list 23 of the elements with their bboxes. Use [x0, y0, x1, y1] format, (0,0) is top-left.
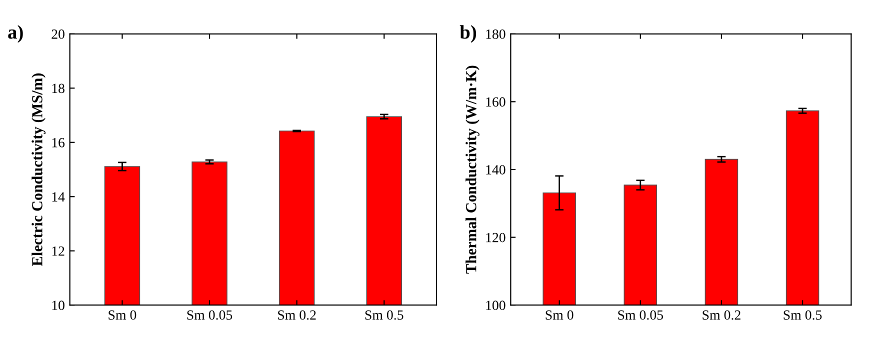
y-tick-label: 14 — [52, 192, 65, 202]
y-tick-label: 160 — [486, 97, 506, 107]
x-tick-label: Sm 0 — [546, 310, 574, 320]
chart-title: a) — [8, 25, 23, 43]
y-tick-label: 120 — [486, 232, 506, 242]
x-tick-label: Sm 0.05 — [618, 310, 664, 320]
y-tick-label: 140 — [486, 165, 506, 174]
chart-title: b) — [460, 25, 476, 43]
y-tick-label: 16 — [52, 138, 65, 148]
x-tick-label: Sm 0.2 — [702, 310, 740, 320]
x-tick-label: Sm 0.5 — [784, 310, 822, 320]
x-tick-label: Sm 0.05 — [187, 310, 232, 320]
y-axis-title: Electric Conductivity (MS/m) — [32, 73, 46, 266]
y-tick-label: 180 — [486, 29, 506, 39]
x-tick-label: Sm 0 — [108, 310, 136, 320]
y-tick-label: 12 — [52, 246, 64, 256]
x-tick-label: Sm 0.2 — [278, 310, 316, 320]
y-tick-label: 18 — [52, 84, 64, 94]
y-tick-label: 20 — [52, 29, 64, 39]
x-tick-label: Sm 0.5 — [365, 310, 404, 320]
y-axis-title: Thermal Conductivity (W/m·K) — [466, 66, 480, 274]
y-tick-label: 100 — [486, 300, 506, 310]
y-tick-label: 10 — [52, 300, 64, 310]
